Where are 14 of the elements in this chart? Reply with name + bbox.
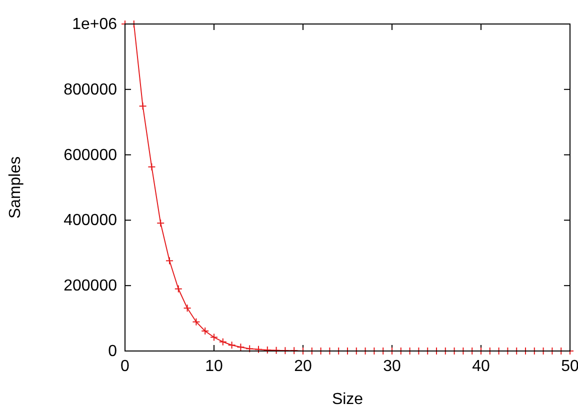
y-tick-label: 400000 <box>64 212 118 230</box>
y-tick-label: 200000 <box>64 278 118 295</box>
y-axis-title: Samples <box>7 156 24 219</box>
x-tick-label: 10 <box>205 358 223 375</box>
x-tick-label: 0 <box>120 358 130 375</box>
x-tick-label: 50 <box>561 358 578 375</box>
y-tick-label: 0 <box>108 343 118 360</box>
y-tick-label: 800000 <box>64 81 118 98</box>
x-tick-label: 40 <box>472 358 490 375</box>
y-tick-label: 1e+06 <box>72 16 118 33</box>
y-tick-label: 600000 <box>64 146 118 164</box>
x-tick-label: 30 <box>383 358 401 375</box>
x-axis-title: Size <box>332 391 364 408</box>
x-tick-label: 20 <box>294 358 312 375</box>
